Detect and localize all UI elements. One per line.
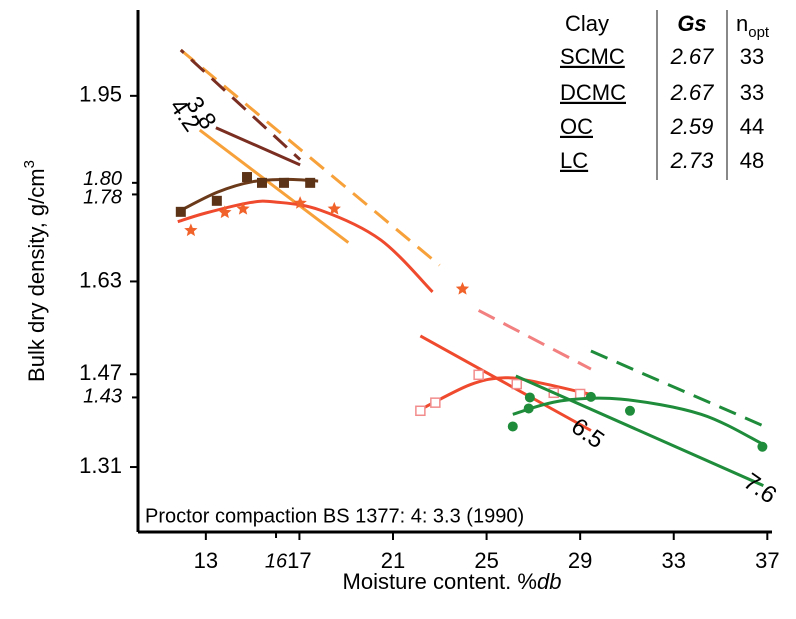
table-clay: SCMC: [560, 44, 625, 69]
x-axis-label-text: Moisture content. %: [343, 569, 537, 594]
annotation: Proctor compaction BS 1377: 4: 3.3 (1990…: [145, 505, 524, 527]
table-header-sub: opt: [748, 24, 770, 41]
x-tick-label: 21: [381, 548, 405, 573]
x-axis-label: Moisture content. %db: [343, 569, 562, 594]
marker-square: [256, 177, 267, 188]
marker-hollow-square: [415, 405, 426, 417]
x-tick-label: 17: [287, 548, 311, 573]
marker-hollow-square: [511, 378, 523, 390]
table-header: Clay: [565, 11, 609, 36]
table-clay: LC: [560, 148, 588, 173]
marker-square: [305, 177, 316, 188]
dashed-line: [590, 349, 764, 428]
dashed-line: [477, 309, 592, 371]
marker-star: [184, 223, 198, 237]
table-nopt: 33: [740, 80, 764, 105]
marker-circle: [523, 403, 534, 414]
marker-circle: [624, 405, 635, 416]
fit-line: [419, 334, 592, 432]
fit-line: [215, 126, 301, 167]
fit-line: [198, 128, 350, 244]
x-tick-label: 25: [474, 548, 498, 573]
y-tick-label: 1.63: [79, 267, 122, 292]
fit-line: [512, 396, 765, 446]
marker-square: [278, 177, 289, 188]
table-gs: 2.67: [670, 80, 715, 105]
table-header-n: n: [736, 11, 748, 36]
fit-line: [177, 199, 434, 293]
y-axis-label: Bulk dry density, g/cm3: [21, 160, 49, 382]
marker-circle: [507, 421, 518, 432]
y-axis-label-text: Bulk dry density, g/cm: [24, 168, 49, 382]
y-tick-label: 1.31: [79, 453, 122, 478]
y-tick-label-italic: 1.80: [83, 168, 122, 190]
y-axis-label-sup: 3: [21, 160, 38, 168]
y-tick-label-italic: 1.78: [83, 187, 122, 209]
table-clay: DCMC: [560, 80, 626, 105]
marker-star: [218, 205, 232, 219]
table-gs: 2.59: [670, 114, 714, 139]
plot-area: [175, 48, 768, 487]
dashed-line: [179, 48, 441, 267]
x-axis-label-italic: db: [537, 569, 561, 594]
table-nopt: 33: [740, 44, 764, 69]
marker-circle: [757, 441, 768, 452]
table-clay: OC: [560, 114, 593, 139]
table-gs: 2.67: [670, 44, 715, 69]
annotation-background: [141, 503, 491, 529]
marker-hollow-square: [574, 388, 586, 400]
table-header: nopt: [736, 11, 770, 41]
x-tick-label: 29: [568, 548, 592, 573]
x-tick-label-italic: 16: [265, 550, 288, 572]
marker-hollow-square: [430, 397, 441, 408]
table-nopt: 48: [740, 148, 764, 173]
fit-line: [419, 376, 592, 411]
marker-star: [455, 282, 470, 295]
y-tick-label: 1.95: [79, 82, 122, 107]
marker-square: [211, 195, 222, 206]
marker-square: [175, 206, 186, 217]
x-tick-label: 37: [755, 548, 779, 573]
dashed-line: [179, 48, 302, 161]
fit-line: [515, 374, 764, 487]
marker-star: [327, 201, 341, 215]
line-label: 7.6: [739, 468, 782, 509]
marker-circle: [585, 391, 596, 402]
x-tick-label: 33: [661, 548, 685, 573]
marker-circle: [524, 392, 535, 403]
table-header: Gs: [677, 11, 706, 36]
fit-line: [179, 177, 319, 213]
table-gs: 2.73: [670, 148, 715, 173]
marker-star: [293, 196, 307, 209]
x-tick-label: 13: [194, 548, 218, 573]
y-tick-label-italic: 1.43: [83, 386, 122, 408]
marker-hollow-square: [473, 369, 484, 381]
marker-square: [242, 172, 253, 183]
y-tick-label: 1.47: [79, 360, 122, 385]
marker-star: [236, 201, 250, 215]
table-nopt: 44: [740, 114, 764, 139]
